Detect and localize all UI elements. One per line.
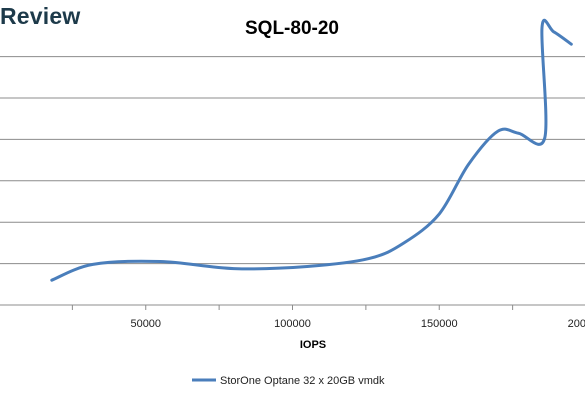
x-tick-label-200000: 200000 (568, 318, 585, 330)
x-axis: 50000 100000 150000 200000 (0, 304, 585, 330)
gridlines (0, 56, 585, 265)
brand-logo-text: Review (0, 3, 81, 29)
series-line-0 (50, 18, 573, 282)
series-group (50, 18, 573, 282)
x-tick-label-150000: 150000 (421, 318, 458, 330)
x-tick-label-100000: 100000 (274, 318, 311, 330)
chart-title: SQL-80-20 (245, 18, 339, 39)
x-axis-label: IOPS (300, 339, 326, 351)
legend: StorOne Optane 32 x 20GB vmdk (192, 375, 385, 387)
x-tick-label-50000: 50000 (130, 318, 161, 330)
legend-label: StorOne Optane 32 x 20GB vmdk (220, 375, 385, 387)
